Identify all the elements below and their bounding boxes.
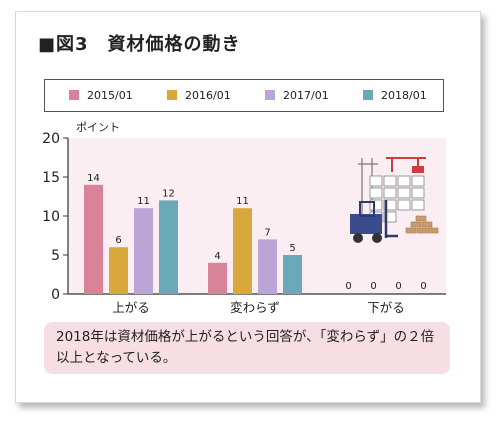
y-tick-label: 15: [42, 170, 60, 186]
chart-legend: 2015/01 2016/01 2017/01 2018/01: [44, 79, 444, 112]
axes: [63, 137, 446, 295]
legend-label: 2017/01: [283, 89, 329, 102]
data-label: 6: [115, 235, 121, 246]
construction-illustration: [350, 157, 439, 243]
y-tick-label: 5: [51, 248, 60, 264]
legend-item-2017: 2017/01: [265, 89, 329, 102]
legend-swatch: [265, 90, 275, 100]
bar: [134, 208, 153, 294]
legend-label: 2018/01: [381, 89, 427, 102]
bar: [109, 247, 128, 294]
x-tick-label: 下がる: [367, 300, 405, 315]
data-label: 14: [87, 173, 100, 184]
labels: 0 5 10 15 20 ポイント 14 6 11 12 上がる 4 11 7 5 変わらず 0 0 0 0 下がる: [42, 121, 427, 315]
data-label: 4: [214, 251, 220, 262]
data-label: 12: [162, 188, 175, 199]
x-tick-label: 変わらず: [230, 300, 280, 315]
data-label: 11: [236, 196, 249, 207]
data-label: 0: [345, 281, 351, 292]
figure-title: ■図3 資材価格の動き: [38, 34, 241, 55]
data-label: 11: [137, 196, 150, 207]
caption-box: 2018年は資材価格が上がるという回答が、「変わらず」の２倍以上となっている。: [44, 322, 450, 374]
data-label: 7: [264, 227, 270, 238]
bar: [84, 184, 103, 294]
legend-swatch: [69, 90, 79, 100]
data-label: 0: [370, 281, 376, 292]
data-label: 5: [289, 243, 295, 254]
legend-label: 2015/01: [87, 89, 133, 102]
legend-swatch: [363, 90, 373, 100]
data-label: 0: [395, 281, 401, 292]
legend-item-2016: 2016/01: [167, 89, 231, 102]
y-axis-label: ポイント: [76, 121, 120, 134]
legend-item-2018: 2018/01: [363, 89, 427, 102]
bar: [258, 239, 277, 294]
data-label: 0: [420, 281, 426, 292]
plot-background: [68, 138, 446, 294]
legend-swatch: [167, 90, 177, 100]
legend-label: 2016/01: [185, 89, 231, 102]
x-tick-label: 上がる: [112, 300, 150, 315]
bar: [233, 208, 252, 294]
bar: [159, 200, 178, 294]
legend-item-2015: 2015/01: [69, 89, 133, 102]
y-tick-label: 20: [42, 131, 60, 147]
bar: [283, 255, 302, 294]
bars: [84, 184, 302, 294]
bar: [208, 262, 227, 294]
y-tick-label: 0: [51, 287, 60, 303]
caption-text: 2018年は資材価格が上がるという回答が、「変わらず」の２倍以上となっている。: [56, 329, 435, 366]
y-tick-label: 10: [42, 209, 60, 225]
